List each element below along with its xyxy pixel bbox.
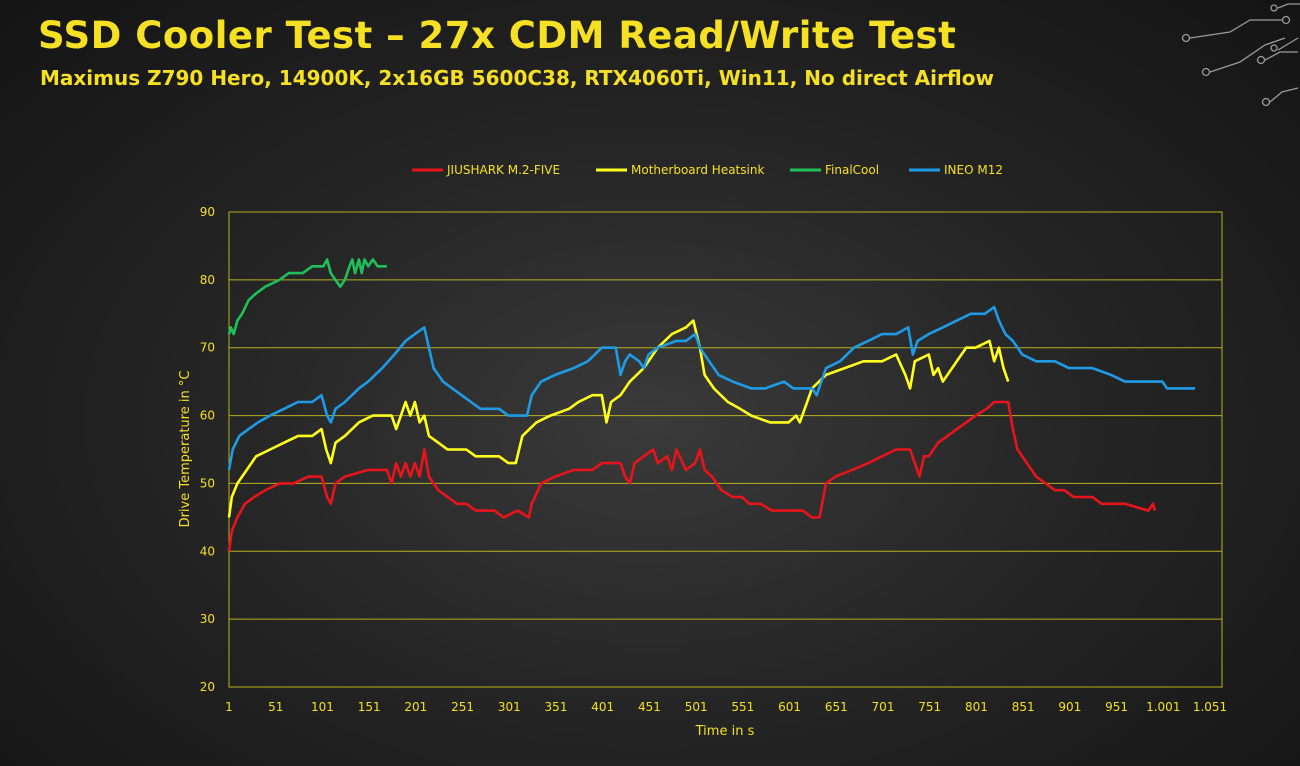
x-tick-label: 201 <box>404 700 427 714</box>
series-line <box>227 319 1010 518</box>
x-tick-label: 1.001 <box>1146 700 1180 714</box>
y-tick-label: 60 <box>200 409 215 423</box>
chart-subtitle: Maximus Z790 Hero, 14900K, 2x16GB 5600C3… <box>40 66 994 90</box>
x-tick-label: 401 <box>591 700 614 714</box>
x-tick-label: 651 <box>825 700 848 714</box>
x-tick-label: 51 <box>268 700 283 714</box>
x-tick-label: 951 <box>1105 700 1128 714</box>
x-tick-label: 601 <box>778 700 801 714</box>
y-tick-label: 30 <box>200 612 215 626</box>
y-tick-label: 20 <box>200 680 215 694</box>
y-tick-label: 80 <box>200 273 215 287</box>
legend: JIUSHARK M.2-FIVE Motherboard Heatsink Fin… <box>412 163 1003 177</box>
y-tick-label: 40 <box>200 544 215 558</box>
series-line <box>227 258 387 336</box>
y-axis-label: Drive Temperature in °C <box>178 371 193 528</box>
legend-label: FinalCool <box>825 163 879 177</box>
plot-border <box>228 211 1223 688</box>
chart-title: SSD Cooler Test – 27x CDM Read/Write Tes… <box>38 14 957 57</box>
x-tick-label: 351 <box>545 700 568 714</box>
legend-label: INEO M12 <box>944 163 1003 177</box>
y-tick-label: 90 <box>200 205 215 219</box>
x-tick-label: 751 <box>918 700 941 714</box>
x-tick-label: 301 <box>498 700 521 714</box>
grid-lines <box>228 211 1223 688</box>
x-tick-label: 851 <box>1012 700 1035 714</box>
x-tick-label: 451 <box>638 700 661 714</box>
x-tick-label: 501 <box>685 700 708 714</box>
legend-label: JIUSHARK M.2-FIVE <box>446 163 560 177</box>
y-tick-label: 50 <box>200 476 215 490</box>
series-line <box>227 400 1157 552</box>
y-tick-label: 70 <box>200 341 215 355</box>
x-axis-label: Time in s <box>695 724 755 739</box>
x-axis-ticks: 1 51 101 151 201 251 301 351 401 451 501 551 601 651 7… <box>225 700 1227 714</box>
x-tick-label: 1 <box>225 700 233 714</box>
x-tick-label: 1.051 <box>1193 700 1227 714</box>
x-tick-label: 551 <box>731 700 754 714</box>
series-line <box>227 305 1196 471</box>
legend-label: Motherboard Heatsink <box>631 163 764 177</box>
x-tick-label: 701 <box>872 700 895 714</box>
x-tick-label: 151 <box>358 700 381 714</box>
x-tick-label: 101 <box>311 700 334 714</box>
x-tick-label: 801 <box>965 700 988 714</box>
circuit-decoration-icon <box>1181 3 1300 107</box>
y-axis-ticks: 20 30 40 50 60 70 80 90 <box>200 205 215 694</box>
x-tick-label: 251 <box>451 700 474 714</box>
series-lines <box>227 258 1196 552</box>
x-tick-label: 901 <box>1058 700 1081 714</box>
